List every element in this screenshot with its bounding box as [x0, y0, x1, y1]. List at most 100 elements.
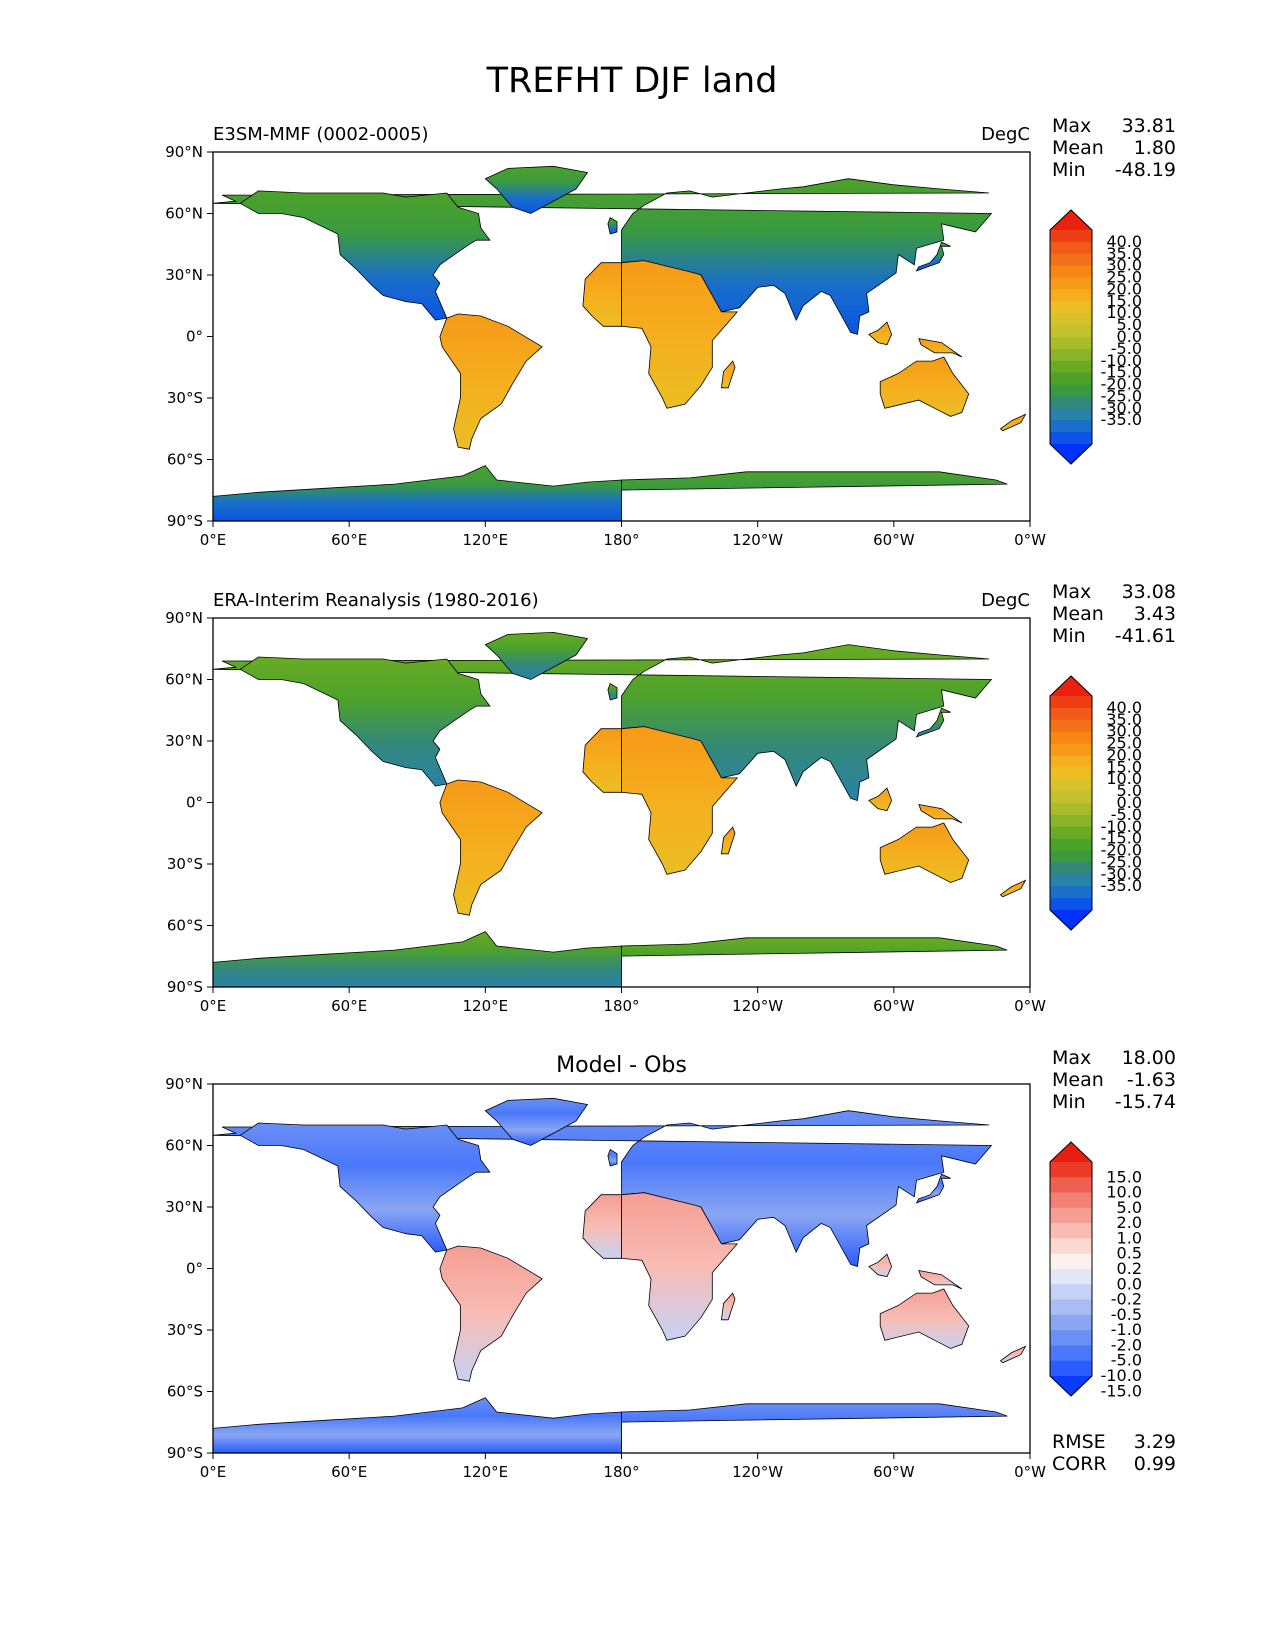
land-eurasia [213, 1110, 993, 1268]
stat-value: -15.74 [1115, 1091, 1176, 1113]
land-greenland [484, 165, 589, 214]
colorbar-band [1050, 277, 1092, 290]
land-africa-west [582, 1194, 622, 1259]
stat-label: Max [1052, 115, 1091, 137]
colorbar-band [1050, 1238, 1092, 1255]
colorbar-band [1050, 420, 1092, 433]
land-africa [621, 1192, 739, 1341]
land-new-guinea [918, 803, 963, 824]
y-tick-label: 90°N [165, 609, 203, 627]
colorbar-band [1050, 313, 1092, 326]
x-tick-label: 0°E [200, 1463, 227, 1481]
y-tick-label: 30°S [167, 855, 203, 873]
colorbar-band [1050, 348, 1092, 362]
land-greenland [484, 1097, 589, 1146]
colorbar-tick-label: 10.0 [1106, 303, 1142, 322]
land-antarctica-west [213, 1397, 622, 1453]
colorbar-tick-label: 35.0 [1106, 244, 1142, 263]
colorbar-band [1050, 767, 1092, 780]
land-new-zealand [999, 413, 1027, 432]
colorbar-extend-min [1050, 910, 1092, 930]
stat-label: Mean [1052, 603, 1104, 625]
panel-title: E3SM-MMF (0002-0005) [213, 124, 429, 145]
colorbar-outline [1049, 209, 1093, 465]
stat-value: 1.80 [1134, 137, 1176, 159]
colorbar-tick-label: 20.0 [1106, 745, 1142, 764]
stat-label: Mean [1052, 1069, 1104, 1091]
colorbar-band [1050, 230, 1092, 243]
colorbar-band [1050, 1253, 1092, 1270]
land-borneo [868, 787, 893, 812]
stat-label: Min [1052, 1091, 1086, 1113]
land-south-america [439, 313, 543, 450]
stat-label: Min [1052, 625, 1086, 647]
stat-label: Min [1052, 159, 1086, 181]
colorbar-tick-label: 15.0 [1106, 757, 1142, 776]
colorbar-tick-label: 15.0 [1106, 1167, 1142, 1186]
colorbar-outline [1049, 1141, 1093, 1397]
y-tick-label: 30°N [165, 732, 203, 750]
colorbar-band [1050, 253, 1092, 267]
land-australia [879, 356, 970, 417]
colorbar-tick-label: 2.0 [1117, 1213, 1142, 1232]
colorbar-band [1050, 1162, 1092, 1178]
colorbar-band [1050, 432, 1092, 445]
colorbar-band [1050, 886, 1092, 899]
colorbar-tick-label: -2.0 [1111, 1335, 1142, 1354]
land-africa [621, 260, 739, 409]
map-panel-2: ERA-Interim Reanalysis (1980-2016) DegC 0°… [165, 581, 1176, 1015]
colorbar-band [1050, 874, 1092, 887]
stat-value: -1.63 [1127, 1069, 1176, 1091]
colorbar-tick-label: 10.0 [1106, 1183, 1142, 1202]
land-south-america [439, 1245, 543, 1382]
colorbar-tick-label: -35.0 [1101, 410, 1142, 429]
colorbar-band [1050, 826, 1092, 840]
y-tick-label: 60°N [165, 1137, 203, 1155]
y-tick-label: 60°N [165, 205, 203, 223]
land-north-america [239, 1122, 491, 1253]
land-new-guinea [918, 338, 963, 358]
x-tick-label: 120°E [463, 531, 509, 549]
colorbar-tick-label: -5.0 [1111, 1351, 1142, 1370]
colorbar-band [1050, 337, 1092, 350]
x-tick-label: 60°E [331, 1463, 367, 1481]
colorbar-band [1050, 1223, 1092, 1239]
land-new-zealand [999, 879, 1027, 898]
y-tick-label: 30°N [165, 266, 203, 284]
colorbar-tick-label: 0.0 [1117, 1274, 1142, 1293]
x-tick-label: 120°E [463, 997, 509, 1015]
x-tick-label: 120°W [732, 531, 783, 549]
land-new-zealand [999, 1345, 1027, 1364]
stat-value: 3.43 [1134, 603, 1176, 625]
land-borneo [868, 321, 893, 346]
colorbar-tick-label: 40.0 [1106, 232, 1142, 251]
colorbar-band [1050, 696, 1092, 709]
colorbar-band [1050, 301, 1092, 314]
colorbar-band [1050, 360, 1092, 374]
colorbar-tick-label: -1.0 [1111, 1320, 1142, 1339]
colorbar-band [1050, 1207, 1092, 1224]
land-borneo [868, 1253, 893, 1278]
stat-value: 33.81 [1122, 115, 1176, 137]
stat-value: 18.00 [1122, 1047, 1176, 1069]
x-tick-label: 120°E [463, 1463, 509, 1481]
land-greenland [484, 631, 589, 680]
x-tick-label: 60°W [873, 1463, 915, 1481]
x-tick-label: 0°W [1014, 531, 1046, 549]
colorbar-tick-label: -25.0 [1101, 386, 1142, 405]
colorbar-band [1050, 1177, 1092, 1194]
colorbar-tick-label: 20.0 [1106, 279, 1142, 298]
colorbar-tick-label: -20.0 [1101, 841, 1142, 860]
colorbar-tick-label: -30.0 [1101, 398, 1142, 417]
panel-title: Model - Obs [556, 1053, 687, 1078]
colorbar-band [1050, 265, 1092, 279]
colorbar-band [1050, 1269, 1092, 1285]
colorbar-band [1050, 898, 1092, 911]
colorbar-tick-label: 5.0 [1117, 781, 1142, 800]
colorbar-band [1050, 1345, 1092, 1362]
land-north-america [239, 190, 491, 321]
colorbar-band [1050, 803, 1092, 816]
map-panel-1: E3SM-MMF (0002-0005) DegC 0°E 60°E 120°E 180°… [165, 115, 1176, 549]
x-tick-label: 0°W [1014, 997, 1046, 1015]
colorbar-tick-label: -25.0 [1101, 852, 1142, 871]
